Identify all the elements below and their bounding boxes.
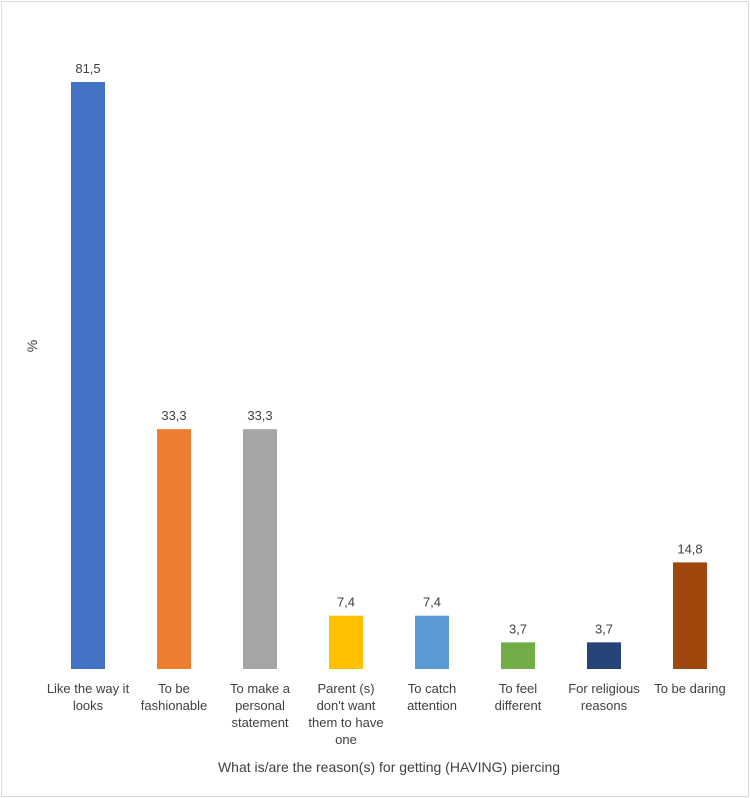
value-label-2: 33,3 <box>161 408 186 423</box>
value-label-7: 3,7 <box>595 621 613 636</box>
category-label-line: one <box>335 732 357 747</box>
bar-7 <box>587 642 621 669</box>
value-labels-group: 81,5 33,3 33,3 7,4 7,4 3,7 3,7 14,8 <box>75 61 702 636</box>
category-label-line: reasons <box>581 698 628 713</box>
category-label-6: To feel different <box>495 681 542 713</box>
bars-group <box>71 82 707 669</box>
value-label-1: 81,5 <box>75 61 100 76</box>
category-label-8: To be daring <box>654 681 726 696</box>
category-label-line: don't want <box>317 698 376 713</box>
bar-4 <box>329 615 363 669</box>
bar-3 <box>243 429 277 669</box>
category-labels-group: Like the way it looks To be fashionable To m… <box>47 681 726 747</box>
bar-5 <box>415 615 449 669</box>
value-label-3: 33,3 <box>247 408 272 423</box>
category-label-1: Like the way it looks <box>47 681 130 713</box>
category-label-5: To catch attention <box>407 681 457 713</box>
category-label-line: To catch <box>408 681 456 696</box>
value-label-4: 7,4 <box>337 595 355 610</box>
value-label-8: 14,8 <box>677 541 702 556</box>
category-label-line: statement <box>231 715 288 730</box>
bar-2 <box>157 429 191 669</box>
category-label-4: Parent (s) don't want them to have one <box>308 681 383 747</box>
category-label-line: To feel <box>499 681 537 696</box>
value-label-5: 7,4 <box>423 595 441 610</box>
bar-8 <box>673 562 707 669</box>
category-label-line: different <box>495 698 542 713</box>
category-label-2: To be fashionable <box>141 681 208 713</box>
category-label-line: attention <box>407 698 457 713</box>
category-label-line: personal <box>235 698 285 713</box>
category-label-line: looks <box>73 698 104 713</box>
category-label-line: fashionable <box>141 698 208 713</box>
category-label-line: To be daring <box>654 681 726 696</box>
category-label-3: To make a personal statement <box>230 681 291 730</box>
x-axis-title: What is/are the reason(s) for getting (H… <box>218 759 560 775</box>
value-label-6: 3,7 <box>509 621 527 636</box>
category-label-line: To be <box>158 681 190 696</box>
category-label-line: them to have <box>308 715 383 730</box>
category-label-line: Parent (s) <box>317 681 374 696</box>
category-label-line: To make a <box>230 681 291 696</box>
category-label-7: For religious reasons <box>568 681 640 713</box>
bar-6 <box>501 642 535 669</box>
y-axis-title: % <box>24 340 40 352</box>
category-label-line: Like the way it <box>47 681 130 696</box>
bar-1 <box>71 82 105 669</box>
category-label-line: For religious <box>568 681 640 696</box>
